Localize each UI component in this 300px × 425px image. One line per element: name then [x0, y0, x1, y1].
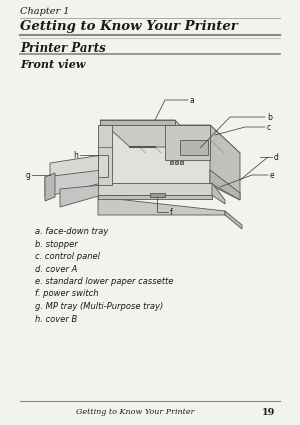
Text: f. power switch: f. power switch	[35, 289, 98, 298]
Polygon shape	[100, 120, 200, 147]
Polygon shape	[212, 183, 225, 204]
Text: a. face-down tray: a. face-down tray	[35, 227, 108, 236]
Text: c: c	[267, 122, 271, 131]
Text: f: f	[170, 207, 173, 216]
Text: Front view: Front view	[20, 59, 86, 70]
Polygon shape	[98, 195, 212, 199]
Polygon shape	[45, 173, 55, 201]
Text: e. standard lower paper cassette: e. standard lower paper cassette	[35, 277, 173, 286]
Text: g. MP tray (Multi-Purpose tray): g. MP tray (Multi-Purpose tray)	[35, 302, 163, 311]
Text: d: d	[274, 153, 279, 162]
Text: c. control panel: c. control panel	[35, 252, 100, 261]
Text: d. cover A: d. cover A	[35, 264, 77, 274]
Polygon shape	[170, 161, 173, 164]
Polygon shape	[210, 170, 240, 200]
Polygon shape	[100, 125, 240, 153]
Polygon shape	[225, 211, 242, 229]
Text: e: e	[270, 170, 274, 179]
Polygon shape	[100, 120, 175, 125]
Text: Chapter 1: Chapter 1	[20, 7, 70, 16]
Polygon shape	[165, 125, 210, 160]
Polygon shape	[98, 197, 225, 215]
Text: Getting to Know Your Printer: Getting to Know Your Printer	[76, 408, 195, 416]
Text: Printer Parts: Printer Parts	[20, 42, 106, 55]
Polygon shape	[100, 125, 210, 185]
Text: g: g	[25, 170, 30, 179]
Polygon shape	[98, 183, 212, 195]
Text: b: b	[267, 113, 272, 122]
Polygon shape	[60, 185, 102, 207]
Polygon shape	[45, 170, 102, 197]
Polygon shape	[180, 161, 183, 164]
Text: 19: 19	[262, 408, 275, 417]
Text: Getting to Know Your Printer: Getting to Know Your Printer	[20, 20, 238, 33]
Polygon shape	[150, 193, 165, 197]
Text: h. cover B: h. cover B	[35, 314, 77, 323]
Polygon shape	[98, 155, 108, 177]
Polygon shape	[98, 125, 112, 185]
Polygon shape	[210, 125, 240, 200]
Polygon shape	[175, 161, 178, 164]
Text: h: h	[73, 150, 78, 159]
Polygon shape	[180, 140, 208, 155]
Text: b. stopper: b. stopper	[35, 240, 78, 249]
Polygon shape	[50, 155, 102, 185]
Text: a: a	[190, 96, 195, 105]
